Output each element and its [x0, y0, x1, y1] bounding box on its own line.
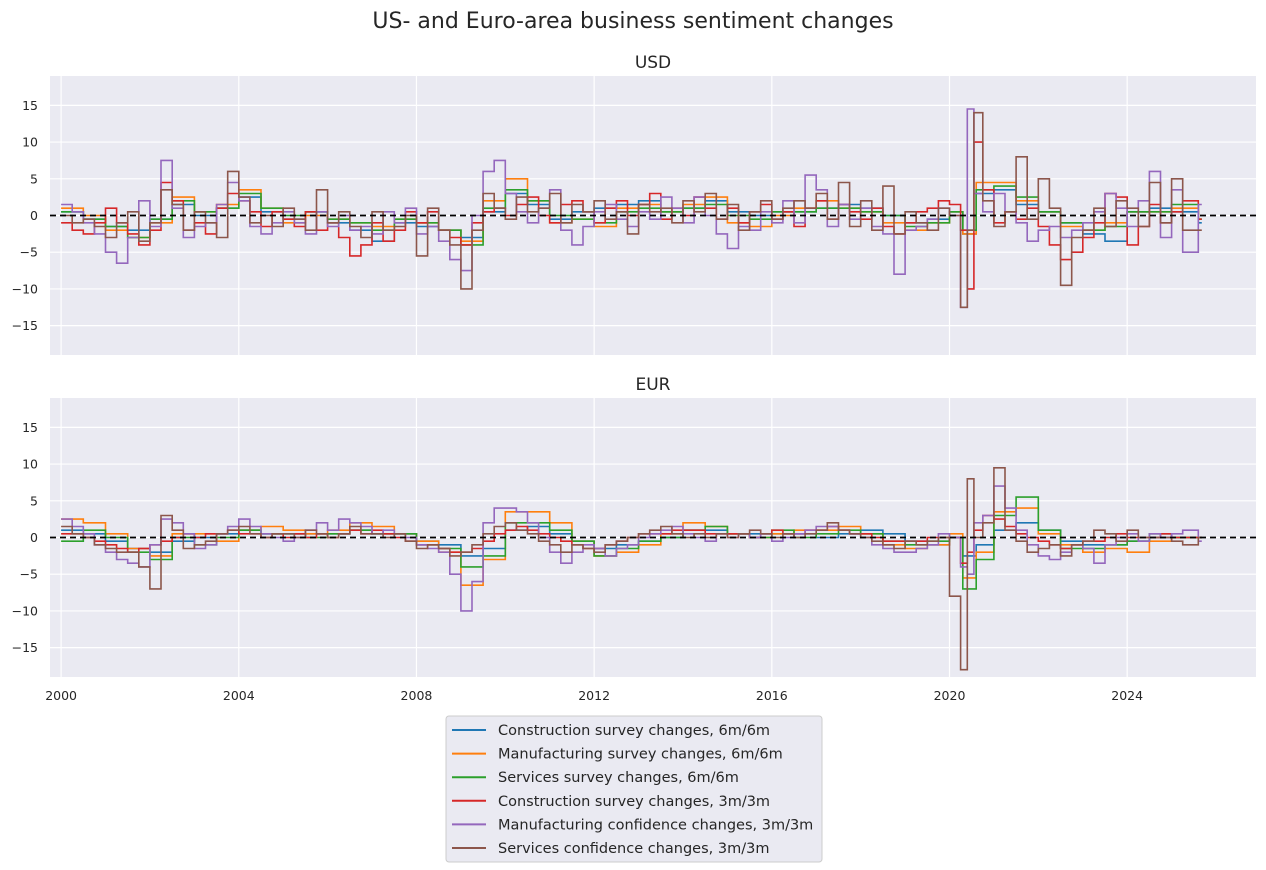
y-tick-label: 0: [30, 530, 38, 545]
y-tick-label: 15: [22, 420, 38, 435]
x-tick-label: 2020: [934, 688, 966, 703]
y-tick-label: 10: [22, 457, 38, 472]
y-tick-label: −15: [12, 640, 38, 655]
legend: Construction survey changes, 6m/6m Manufa…: [445, 715, 823, 863]
y-tick-label: 5: [30, 171, 38, 186]
legend-frame: [445, 715, 823, 863]
series-line-eur-3: [61, 496, 1202, 590]
x-tick-label: 2004: [223, 688, 255, 703]
y-tick-label: −5: [20, 245, 38, 260]
series-group-usd: [61, 108, 1202, 309]
y-tick-label: 10: [22, 135, 38, 150]
x-tick-label: 2008: [401, 688, 433, 703]
legend-label: Construction survey changes, 6m/6m: [498, 723, 770, 739]
panel-title-eur: EUR: [636, 375, 671, 395]
y-tick-label: −10: [12, 603, 38, 618]
series-line-usd-6: [61, 111, 1202, 309]
x-tick-label: 2016: [756, 688, 788, 703]
legend-label: Manufacturing survey changes, 6m/6m: [498, 747, 783, 763]
y-tick-label: 5: [30, 493, 38, 508]
legend-label: Services survey changes, 6m/6m: [498, 770, 739, 786]
y-tick-label: −5: [20, 567, 38, 582]
x-tick-label: 2024: [1111, 688, 1143, 703]
y-tick-label: −15: [12, 318, 38, 333]
panel-title-usd: USD: [635, 53, 671, 73]
x-tick-label: 2012: [578, 688, 610, 703]
series-line-eur-6: [61, 467, 1202, 671]
x-tick-label: 2000: [45, 688, 77, 703]
chart-title: US- and Euro-area business sentiment cha…: [372, 9, 893, 34]
panel-eur: EUR −15 −10 −5 0 5 10 15 2000 2004 2008 2012 2016 20…: [12, 375, 1256, 703]
legend-label: Services confidence changes, 3m/3m: [498, 841, 769, 857]
legend-label: Construction survey changes, 3m/3m: [498, 794, 770, 810]
legend-label: Manufacturing confidence changes, 3m/3m: [498, 817, 813, 833]
series-group-eur: [61, 467, 1202, 671]
y-tick-label: 15: [22, 98, 38, 113]
y-tick-label: −10: [12, 281, 38, 296]
y-tick-label: 0: [30, 208, 38, 223]
panel-usd: USD −15 −10 −5 0 5 10 15: [12, 53, 1256, 355]
